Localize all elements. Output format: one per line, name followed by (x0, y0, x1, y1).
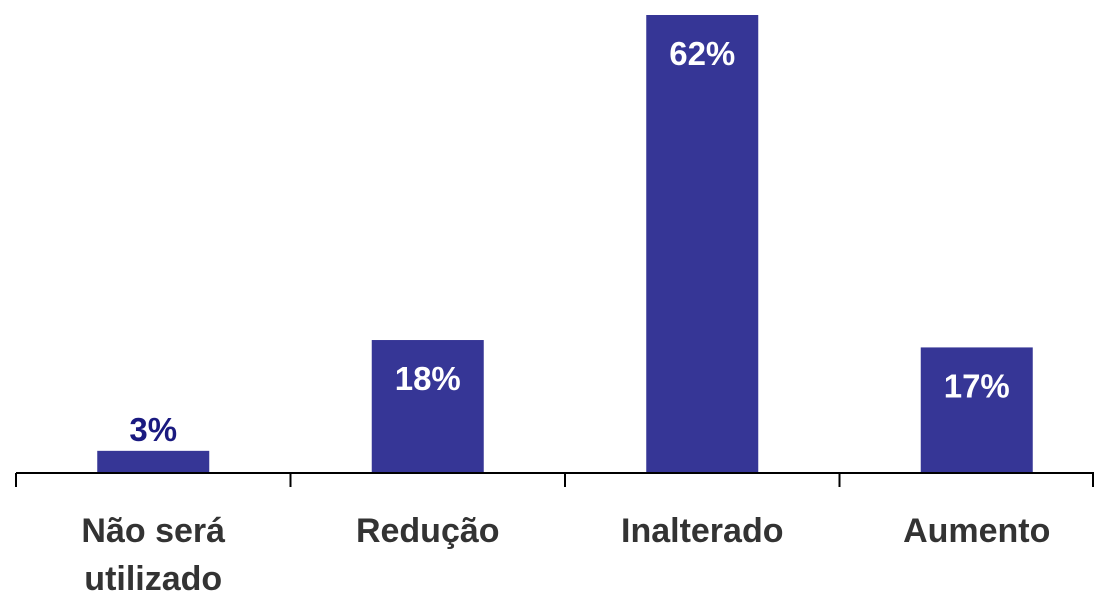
x-axis (15, 472, 1094, 487)
category-label-line: Não será (81, 512, 225, 550)
value-label-2: 62% (669, 35, 735, 72)
category-label-line: utilizado (84, 560, 222, 592)
bar-1 (371, 340, 484, 473)
category-labels: Não será utilizado Redução Inalterado Aument… (81, 512, 1050, 592)
value-label-1: 18% (395, 360, 461, 397)
value-labels: 3% 18% 62% 17% (129, 35, 1009, 448)
bars-layer (97, 15, 1033, 473)
value-label-3: 17% (944, 367, 1010, 404)
value-label-0: 3% (129, 411, 177, 448)
category-label-1: Redução (356, 512, 500, 550)
bar-0 (97, 450, 210, 473)
category-label-line: Redução (356, 512, 500, 550)
category-label-line: Aumento (903, 512, 1050, 550)
category-label-0: Não será utilizado (81, 512, 225, 592)
category-label-3: Aumento (903, 512, 1050, 550)
category-label-line: Inalterado (621, 512, 783, 550)
category-label-2: Inalterado (621, 512, 783, 550)
bar-3 (920, 347, 1033, 473)
bar-2 (646, 15, 759, 473)
